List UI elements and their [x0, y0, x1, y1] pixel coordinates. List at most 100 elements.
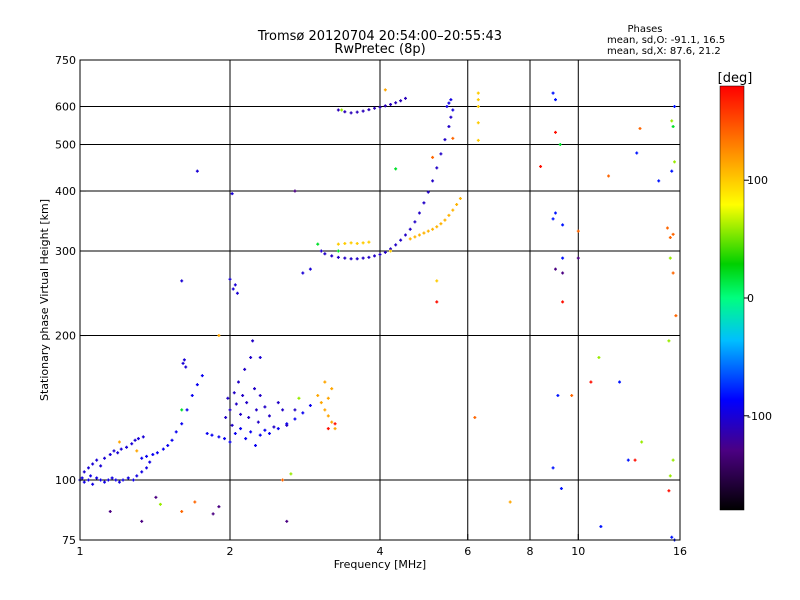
data-point	[293, 408, 297, 412]
data-point	[383, 104, 387, 108]
data-point	[426, 190, 430, 194]
data-point	[205, 432, 209, 436]
data-point	[323, 252, 327, 256]
data-point	[166, 444, 170, 448]
grid-lines	[80, 60, 680, 540]
data-point	[343, 256, 347, 260]
y-tick-label: 750	[55, 54, 76, 67]
data-point	[253, 444, 257, 448]
data-point	[367, 108, 371, 112]
data-point	[671, 232, 675, 236]
data-point	[640, 440, 644, 444]
data-point	[449, 98, 453, 102]
data-point	[373, 254, 377, 258]
data-point	[293, 189, 297, 193]
data-point	[455, 202, 459, 206]
data-point	[355, 110, 359, 114]
data-point	[367, 240, 371, 244]
data-point	[667, 339, 671, 343]
data-point	[224, 415, 228, 419]
data-point	[336, 249, 340, 253]
x-tick-label: 2	[227, 545, 234, 558]
data-point	[110, 476, 114, 480]
data-point	[422, 201, 426, 205]
data-point	[319, 401, 323, 405]
data-point	[249, 430, 253, 434]
data-point	[308, 267, 312, 271]
data-point	[670, 119, 674, 123]
data-point	[361, 256, 365, 260]
data-point	[244, 437, 248, 441]
data-point	[333, 422, 337, 426]
data-point	[394, 243, 398, 247]
data-point	[417, 211, 421, 215]
data-point	[228, 440, 232, 444]
data-point	[626, 458, 630, 462]
data-point	[373, 106, 377, 110]
data-point	[140, 470, 144, 474]
data-point	[553, 267, 557, 271]
data-point	[408, 237, 412, 241]
data-point	[89, 474, 93, 478]
data-point	[378, 253, 382, 257]
y-tick-label: 400	[55, 185, 76, 198]
data-point	[190, 394, 194, 398]
data-points	[78, 88, 678, 542]
data-point	[285, 423, 289, 427]
data-point	[330, 420, 334, 424]
data-point	[233, 283, 237, 287]
data-point	[228, 408, 232, 412]
data-point	[99, 478, 103, 482]
data-point	[217, 334, 221, 338]
data-point	[473, 415, 477, 419]
data-point	[301, 271, 305, 275]
data-point	[86, 466, 90, 470]
data-point	[245, 401, 249, 405]
data-point	[576, 229, 580, 233]
x-tick-label: 16	[673, 545, 687, 558]
data-point	[576, 256, 580, 260]
data-point	[633, 458, 637, 462]
data-point	[230, 423, 234, 427]
data-point	[239, 412, 243, 416]
data-point	[340, 108, 344, 112]
data-point	[476, 138, 480, 142]
data-point	[447, 213, 451, 217]
data-point	[673, 160, 677, 164]
data-point	[251, 339, 255, 343]
data-point	[217, 435, 221, 439]
data-point	[476, 121, 480, 125]
data-point	[182, 358, 186, 362]
data-point	[343, 242, 347, 246]
data-point	[103, 480, 107, 484]
data-point	[476, 91, 480, 95]
data-point	[231, 287, 235, 291]
x-tick-label: 6	[464, 545, 471, 558]
data-point	[383, 88, 387, 92]
x-tick-label: 1	[77, 545, 84, 558]
data-point	[431, 155, 435, 159]
data-point	[378, 105, 382, 109]
data-point	[431, 227, 435, 231]
data-point	[243, 367, 247, 371]
data-point	[293, 417, 297, 421]
data-point	[439, 222, 443, 226]
data-point	[135, 449, 139, 453]
data-point	[361, 241, 365, 245]
data-point	[403, 233, 407, 237]
colorbar-tick-label: 0	[747, 292, 754, 305]
data-point	[553, 211, 557, 215]
data-point	[383, 250, 387, 254]
data-point	[108, 509, 112, 513]
stats-o-phase: mean, sd,O: -91.1, 16.5	[607, 35, 725, 46]
data-point	[551, 91, 555, 95]
data-point	[403, 96, 407, 100]
data-point	[263, 428, 267, 432]
data-point	[119, 447, 123, 451]
data-point	[170, 438, 174, 442]
data-point	[336, 108, 340, 112]
data-point	[154, 495, 158, 499]
data-point	[476, 98, 480, 102]
data-point	[333, 427, 337, 431]
data-point	[559, 487, 563, 491]
